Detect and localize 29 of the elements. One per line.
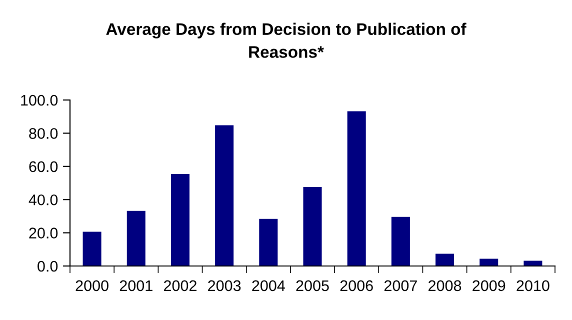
bar: [303, 186, 322, 266]
x-tick-label: 2006: [340, 280, 373, 292]
x-tick-label: 2007: [384, 280, 417, 292]
y-tick-label: 20.0: [29, 228, 58, 238]
x-tick-label: 2005: [296, 280, 329, 292]
bar: [436, 254, 454, 266]
bar: [347, 111, 366, 266]
y-tick-label: 80.0: [29, 128, 58, 139]
x-tick-label: 2002: [164, 280, 196, 292]
y-tick-label: 0.0: [38, 260, 58, 272]
x-tick-label: 2010: [516, 280, 550, 292]
x-tick-label: 2001: [120, 280, 152, 292]
bar: [215, 125, 234, 266]
bar: [391, 216, 410, 266]
x-tick-label: 2009: [472, 280, 506, 292]
x-tick-label: 2000: [76, 280, 108, 292]
x-tick-label: 2004: [252, 280, 285, 292]
x-tick-label: 2003: [208, 280, 241, 292]
chart-title: Average Days from Decision to Publication of Reasons*: [106, 22, 466, 58]
bar: [170, 174, 190, 266]
bar: [126, 210, 146, 266]
bar: [259, 218, 278, 266]
bar: [480, 258, 498, 266]
y-tick-label: 100.0: [21, 94, 58, 106]
x-tick-label: 2008: [428, 280, 462, 292]
y-tick-label: 40.0: [28, 194, 58, 206]
y-tick-label: 60.0: [29, 161, 58, 172]
bar: [524, 260, 542, 266]
bar: [82, 232, 102, 266]
